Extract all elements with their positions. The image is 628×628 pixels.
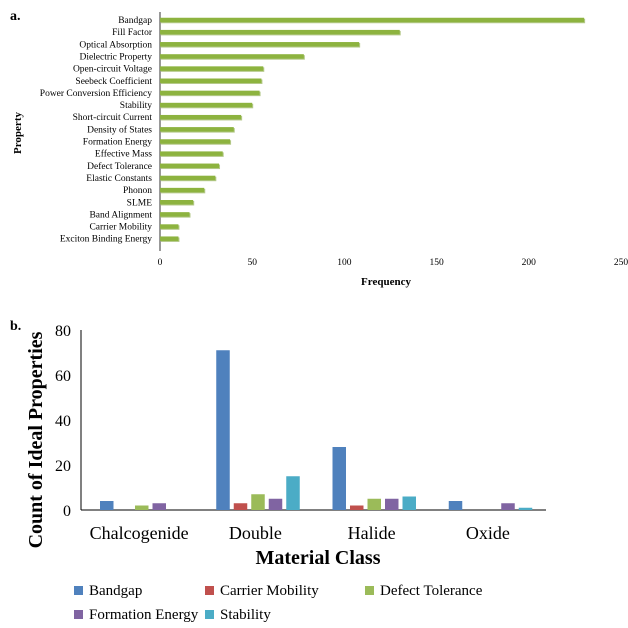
category-label: Double xyxy=(229,523,282,543)
category-label: Elastic Constants xyxy=(86,174,152,184)
category-label: Halide xyxy=(348,523,396,543)
y-tick-label: 20 xyxy=(55,458,71,475)
bar xyxy=(160,42,360,47)
y-tick-label: 0 xyxy=(63,503,71,520)
bar xyxy=(160,114,242,120)
legend-label: Carrier Mobility xyxy=(220,583,319,599)
bar xyxy=(160,127,234,132)
bar xyxy=(160,224,179,229)
bar xyxy=(160,200,194,205)
bar xyxy=(160,102,253,108)
bar xyxy=(160,163,220,169)
property-frequency-chart: Bandgap Fill Factor Optical Absorption Diel… xyxy=(12,12,628,288)
panel-b-label: b. xyxy=(10,319,21,334)
bar xyxy=(501,503,515,510)
category-label: Dielectric Property xyxy=(79,52,152,62)
bar xyxy=(160,151,223,156)
category-label: Chalcogenide xyxy=(90,523,189,543)
material-class-chart: 0 20 40 60 80 Chalcogenide Double Halide Oxide Ma… xyxy=(25,323,546,623)
x-tick-label: 200 xyxy=(522,258,537,268)
x-tick-label: 50 xyxy=(247,258,257,268)
bar xyxy=(160,66,264,71)
category-label: SLME xyxy=(127,198,153,208)
category-label: Phonon xyxy=(123,186,152,196)
bar xyxy=(216,350,230,510)
bar xyxy=(367,498,381,510)
y-tick-label: 60 xyxy=(55,368,71,385)
category-label: Formation Energy xyxy=(83,138,152,148)
bar xyxy=(152,503,166,510)
category-label: Fill Factor xyxy=(112,28,153,38)
bar xyxy=(160,139,231,144)
category-label: Band Alignment xyxy=(89,210,152,220)
category-label: Defect Tolerance xyxy=(87,161,152,172)
bar xyxy=(160,17,585,23)
category-label: Stability xyxy=(120,101,152,111)
legend-swatch xyxy=(74,610,83,619)
bar xyxy=(160,90,260,96)
category-label: Optical Absorption xyxy=(79,40,152,50)
bar xyxy=(448,501,463,510)
x-axis-title: Frequency xyxy=(361,276,411,288)
category-label: Bandgap xyxy=(118,16,152,26)
bar xyxy=(286,476,300,510)
bar xyxy=(251,494,265,510)
x-tick-label: 0 xyxy=(158,258,163,268)
bar xyxy=(160,212,190,217)
bar xyxy=(160,78,262,83)
legend-label: Formation Energy xyxy=(89,607,199,623)
bar xyxy=(160,236,179,241)
bar xyxy=(350,505,364,510)
legend-swatch xyxy=(74,586,83,595)
bar xyxy=(385,498,399,510)
category-label: Power Conversion Efficiency xyxy=(40,88,152,99)
category-label: Short-circuit Current xyxy=(73,113,153,123)
bar xyxy=(135,505,149,510)
category-label: Open-circuit Voltage xyxy=(73,65,152,75)
legend: Bandgap Carrier Mobility Defect Tolerance F… xyxy=(74,583,483,623)
bar xyxy=(160,187,205,193)
x-tick-label: 250 xyxy=(614,258,628,268)
bar xyxy=(402,496,416,510)
y-axis-title: Property xyxy=(12,112,24,154)
category-label: Density of States xyxy=(87,124,152,135)
legend-label: Bandgap xyxy=(89,583,142,599)
category-label: Carrier Mobility xyxy=(89,223,152,233)
category-label: Seebeck Coefficient xyxy=(75,76,152,87)
category-label: Exciton Binding Energy xyxy=(60,235,152,245)
bar xyxy=(332,447,346,510)
category-label: Oxide xyxy=(466,523,510,543)
x-axis-title: Material Class xyxy=(256,547,381,569)
legend-swatch xyxy=(205,586,214,595)
panel-a-label: a. xyxy=(10,9,21,24)
y-axis-title: Count of Ideal Properties xyxy=(25,331,47,548)
bar xyxy=(160,175,216,181)
bar xyxy=(518,507,533,510)
legend-label: Defect Tolerance xyxy=(380,583,483,599)
x-tick-label: 150 xyxy=(429,258,444,268)
bar xyxy=(233,503,248,510)
bar xyxy=(268,498,283,510)
x-tick-label: 100 xyxy=(337,258,352,268)
legend-swatch xyxy=(365,586,374,595)
category-label: Effective Mass xyxy=(95,149,152,160)
bar xyxy=(160,54,304,59)
bar xyxy=(160,29,400,35)
legend-swatch xyxy=(205,610,214,619)
y-tick-label: 40 xyxy=(55,413,71,430)
legend-label: Stability xyxy=(220,607,271,623)
y-tick-label: 80 xyxy=(55,323,71,340)
bar xyxy=(100,501,114,510)
